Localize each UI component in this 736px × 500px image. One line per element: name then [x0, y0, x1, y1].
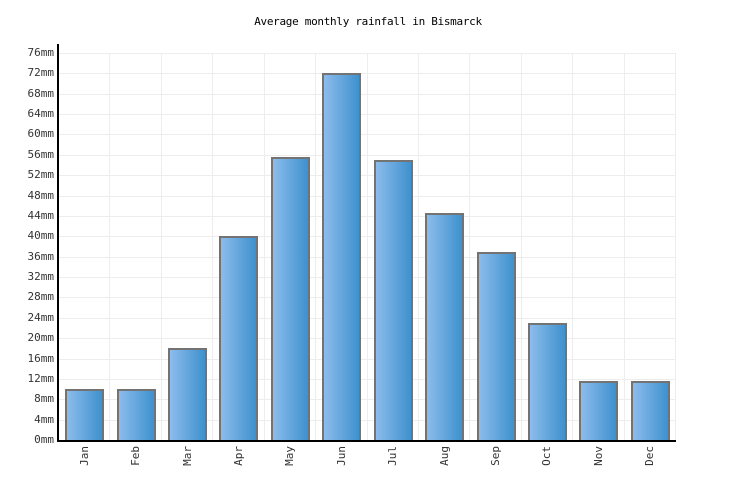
v-gridline	[160, 53, 162, 440]
h-gridline	[59, 154, 676, 156]
h-gridline	[59, 114, 676, 116]
y-tick-label: 16mm	[27, 351, 55, 365]
v-gridline	[109, 53, 111, 440]
bar-oct[interactable]	[527, 322, 567, 440]
y-tick-label: 44mm	[27, 208, 55, 222]
h-gridline	[59, 195, 676, 197]
x-tick-label: Oct	[540, 446, 554, 466]
y-tick-label: 60mm	[27, 127, 55, 141]
x-tick-label: Apr	[231, 446, 245, 466]
x-tick-label: Jul	[386, 446, 400, 466]
chart-title: Average monthly rainfall in Bismarck	[254, 15, 482, 28]
y-tick-label: 8mm	[34, 392, 54, 406]
bar-mar[interactable]	[168, 348, 208, 440]
h-gridline	[59, 338, 676, 340]
y-tick-label: 32mm	[27, 270, 55, 284]
h-gridline	[59, 53, 676, 54]
plot-area	[57, 44, 676, 442]
h-gridline	[59, 175, 676, 177]
v-gridline	[212, 53, 214, 440]
v-gridline	[469, 53, 471, 440]
y-tick-label: 28mm	[27, 290, 55, 304]
bar-sep[interactable]	[476, 251, 516, 440]
bar-feb[interactable]	[116, 389, 156, 440]
v-gridline	[263, 53, 265, 440]
bar-may[interactable]	[270, 157, 310, 440]
y-tick-label: 0mm	[34, 433, 54, 446]
h-gridline	[59, 93, 676, 95]
h-gridline	[59, 215, 676, 217]
x-tick-label: Nov	[591, 446, 605, 466]
y-tick-label: 56mm	[27, 147, 55, 161]
bar-jan[interactable]	[65, 389, 105, 440]
h-gridline	[59, 236, 676, 238]
x-tick-label: Dec	[643, 446, 657, 466]
x-tick-label: Mar	[180, 446, 194, 466]
h-gridline	[59, 317, 676, 319]
y-tick-label: 40mm	[27, 229, 55, 243]
y-tick-label: 52mm	[27, 168, 55, 182]
y-tick-label: 76mm	[27, 46, 55, 59]
bar-aug[interactable]	[425, 213, 465, 440]
v-gridline	[572, 53, 574, 440]
v-gridline	[417, 53, 419, 440]
y-tick-label: 20mm	[27, 331, 55, 345]
v-gridline	[675, 53, 676, 440]
v-gridline	[366, 53, 368, 440]
bar-dec[interactable]	[630, 381, 670, 440]
x-tick-label: Sep	[489, 446, 503, 466]
x-tick-label: Feb	[129, 446, 143, 466]
bar-jul[interactable]	[373, 159, 413, 440]
y-tick-label: 68mm	[27, 86, 55, 100]
h-gridline	[59, 73, 676, 75]
y-tick-label: 48mm	[27, 188, 55, 202]
y-tick-label: 72mm	[27, 66, 55, 80]
y-tick-label: 4mm	[34, 412, 54, 426]
h-gridline	[59, 256, 676, 258]
h-gridline	[59, 277, 676, 279]
x-tick-label: May	[283, 446, 297, 466]
v-gridline	[315, 53, 317, 440]
y-tick-label: 24mm	[27, 310, 55, 324]
bar-jun[interactable]	[322, 73, 362, 440]
h-gridline	[59, 399, 676, 401]
y-tick-label: 12mm	[27, 371, 55, 385]
h-gridline	[59, 358, 676, 360]
h-gridline	[59, 419, 676, 421]
h-gridline	[59, 134, 676, 136]
bar-nov[interactable]	[579, 381, 619, 440]
y-tick-label: 64mm	[27, 107, 55, 121]
h-gridline	[59, 378, 676, 380]
x-tick-label: Jan	[77, 446, 91, 466]
x-tick-label: Aug	[437, 446, 451, 466]
v-gridline	[520, 53, 522, 440]
h-gridline	[59, 297, 676, 299]
v-gridline	[623, 53, 625, 440]
bar-apr[interactable]	[219, 236, 259, 440]
x-tick-label: Jun	[334, 446, 348, 466]
y-tick-label: 36mm	[27, 249, 55, 263]
